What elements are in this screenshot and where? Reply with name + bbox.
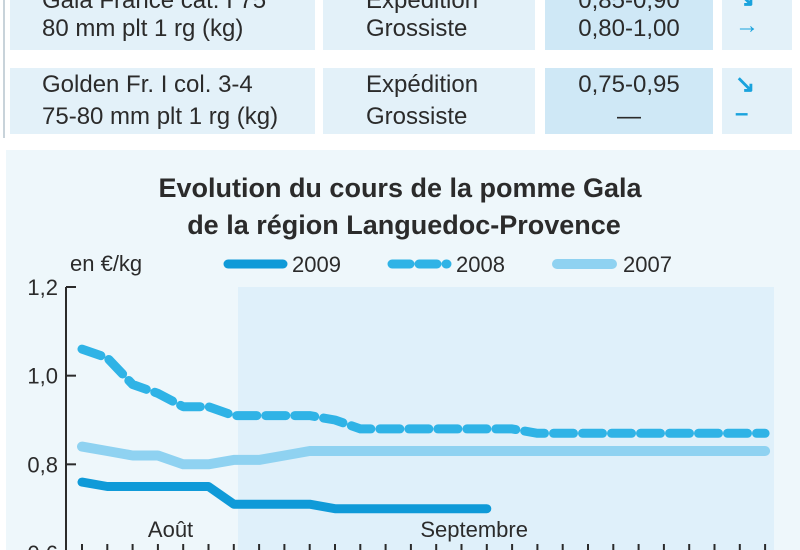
stage-cell — [323, 68, 535, 134]
price-range: 0,80-1,00 — [578, 15, 680, 42]
chart-title-line-1: Evolution du cours de la pomme Gala — [158, 173, 642, 203]
trend-flat-icon: – — [735, 100, 749, 127]
table-row: Gala France cat. I 75 80 mm plt 1 rg (kg… — [0, 0, 800, 50]
stage-cell — [323, 0, 535, 50]
chart-title-line-2: de la région Languedoc-Provence — [187, 210, 621, 240]
trend-flat-icon: → — [735, 12, 759, 39]
price-table: Gala France cat. I 75 80 mm plt 1 rg (kg… — [0, 0, 800, 140]
product-cell — [10, 0, 315, 50]
trend-cell — [722, 0, 792, 50]
legend-label-2008: 2008 — [456, 252, 505, 277]
y-tick-label: 0,8 — [27, 452, 58, 477]
trend-down-icon: ↘ — [735, 0, 755, 13]
product-cell — [10, 68, 315, 134]
table-left-rule — [3, 0, 5, 138]
y-tick-label: 1,0 — [27, 364, 58, 389]
stage-label: Expédition — [366, 0, 479, 14]
x-month-label: Septembre — [420, 517, 528, 542]
price-range: — — [617, 103, 641, 130]
y-tick-label: 0,6 — [27, 541, 58, 550]
series-line-2007 — [77, 441, 771, 470]
stage-label: Grossiste — [366, 15, 468, 42]
price-cell — [545, 0, 713, 50]
legend: 2009 2008 2007 — [223, 252, 672, 277]
x-month-label: Août — [148, 517, 193, 542]
stage-label: Grossiste — [366, 103, 468, 130]
price-cell — [545, 68, 713, 134]
table-row: Golden Fr. I col. 3-4 75-80 mm plt 1 rg … — [0, 68, 800, 134]
legend-label-2009: 2009 — [292, 252, 341, 277]
series-line-2008 — [77, 344, 770, 438]
series-line-2009 — [77, 477, 492, 514]
trend-down-icon: ↘ — [735, 71, 756, 98]
plot-area: 0,6 0,8 1,0 1,2 Août Septembre — [27, 275, 774, 550]
trend-cell — [722, 68, 792, 134]
stage-label: Expédition — [366, 71, 479, 98]
legend-label-2007: 2007 — [623, 252, 672, 277]
price-range: 0,85-0,90 — [578, 0, 680, 14]
y-axis-label: en €/kg — [70, 251, 142, 276]
price-range: 0,75-0,95 — [578, 71, 680, 98]
y-tick-label: 1,2 — [27, 275, 58, 300]
product-name: Gala France cat. I 75 — [42, 0, 267, 14]
product-spec: 80 mm plt 1 rg (kg) — [42, 15, 244, 42]
product-spec: 75-80 mm plt 1 rg (kg) — [42, 103, 279, 130]
product-name: Golden Fr. I col. 3-4 — [42, 71, 253, 98]
